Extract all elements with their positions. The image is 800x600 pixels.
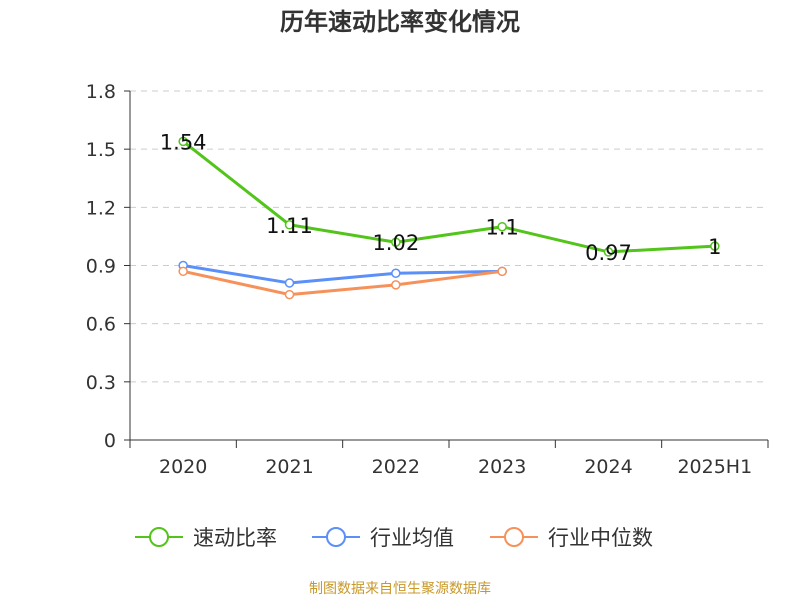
legend-label-2: 行业中位数 bbox=[548, 526, 653, 550]
legend-marker-0 bbox=[149, 527, 169, 547]
x-tick-label-2: 2022 bbox=[372, 456, 420, 478]
data-labels: 1.54 1.11 1.02 1.1 0.97 1 bbox=[160, 130, 722, 265]
legend-marker-1 bbox=[326, 527, 346, 547]
series-line-2 bbox=[182, 269, 503, 297]
data-label-3: 1.1 bbox=[485, 216, 518, 240]
y-tick-label-5: 1.5 bbox=[86, 139, 116, 161]
y-tick-label-0: 0 bbox=[104, 430, 116, 452]
chart-title: 历年速动比率变化情况 bbox=[280, 8, 520, 36]
data-point-1-2 bbox=[391, 268, 401, 279]
data-point-0-5 bbox=[710, 241, 720, 251]
data-label-2: 1.02 bbox=[372, 231, 419, 255]
data-point-2-3 bbox=[497, 266, 507, 277]
x-tick-label-1: 2021 bbox=[265, 456, 313, 478]
y-tick-label-3: 0.9 bbox=[86, 256, 116, 278]
data-point-0-4 bbox=[603, 247, 614, 257]
y-tick-label-2: 0.6 bbox=[86, 314, 116, 336]
series-0 bbox=[178, 136, 720, 257]
data-point-0-1 bbox=[284, 220, 295, 230]
legend-marker-2 bbox=[504, 527, 524, 547]
legend-item-1: 行业均值 bbox=[312, 526, 454, 550]
y-tick-label-1: 0.3 bbox=[86, 372, 116, 394]
grid-lines bbox=[130, 90, 768, 383]
legend-item-0: 速动比率 bbox=[135, 526, 277, 550]
source-note: 制图数据来自恒生聚源数据库 bbox=[309, 581, 491, 597]
data-point-1-1 bbox=[284, 278, 295, 288]
x-tick-label-5: 2025H1 bbox=[677, 456, 752, 478]
y-tick-label-6: 1.8 bbox=[86, 81, 116, 103]
series-2 bbox=[178, 266, 507, 300]
data-label-5: 1 bbox=[708, 235, 721, 259]
y-tick-label-4: 1.2 bbox=[86, 197, 116, 219]
data-point-2-1 bbox=[284, 289, 295, 300]
x-tick-label-3: 2023 bbox=[478, 456, 526, 478]
data-point-0-0 bbox=[178, 136, 188, 147]
legend-label-1: 行业均值 bbox=[370, 526, 454, 550]
x-tick-label-0: 2020 bbox=[159, 456, 207, 478]
series-line-1 bbox=[182, 264, 503, 285]
series-line-0 bbox=[182, 140, 715, 254]
data-point-0-2 bbox=[391, 237, 401, 247]
data-label-4: 0.97 bbox=[585, 241, 632, 265]
data-point-2-2 bbox=[391, 280, 401, 290]
series-lines bbox=[178, 136, 720, 300]
legend-item-2: 行业中位数 bbox=[490, 526, 653, 550]
axes: 0 0.3 0.6 0.9 1.2 1.5 1.8 2020 2021 2022 2023 2024 2… bbox=[86, 81, 769, 478]
x-tick-label-4: 2024 bbox=[584, 456, 632, 478]
data-label-1: 1.11 bbox=[266, 214, 313, 238]
legend: 速动比率 行业均值 行业中位数 bbox=[135, 526, 653, 550]
data-point-0-3 bbox=[497, 221, 507, 232]
data-point-2-0 bbox=[178, 266, 188, 277]
data-label-0: 1.54 bbox=[160, 130, 207, 154]
legend-label-0: 速动比率 bbox=[193, 526, 277, 550]
